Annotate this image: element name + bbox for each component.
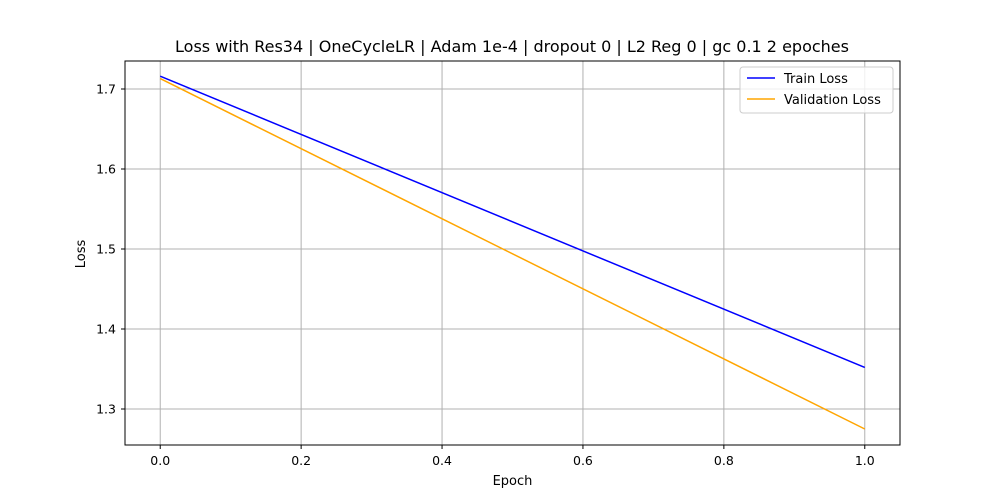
x-tick-label: 0.0 (150, 453, 170, 468)
y-tick-label: 1.7 (96, 82, 116, 97)
y-axis-label: Loss (74, 240, 89, 269)
series-line-train-loss (159, 75, 866, 369)
legend-label-validation-loss: Validation Loss (784, 93, 881, 108)
series-lines (159, 75, 866, 430)
x-tick-label: 0.6 (573, 453, 593, 468)
series-line-validation-loss (159, 77, 866, 430)
legend-box (739, 66, 894, 114)
y-tick-label: 1.3 (96, 402, 116, 417)
y-tick-label: 1.4 (96, 322, 116, 337)
plot-area (124, 60, 901, 446)
x-tick-label: 0.4 (432, 453, 452, 468)
x-tick-label: 0.2 (291, 453, 311, 468)
grid (125, 61, 900, 445)
y-tick-label: 1.5 (96, 242, 116, 257)
legend-label-train-loss: Train Loss (783, 72, 848, 87)
axis-ticks: 0.0 0.2 0.4 0.6 0.8 1.0 1.3 1.4 1.5 1.6 1.7 (96, 82, 875, 469)
x-tick-label: 1.0 (855, 453, 875, 468)
y-tick-label: 1.6 (96, 162, 116, 177)
x-axis-label: Epoch (493, 474, 533, 489)
chart-title: Loss with Res34 | OneCycleLR | Adam 1e-4… (175, 37, 849, 56)
x-tick-label: 0.8 (714, 453, 734, 468)
legend: Train Loss Validation Loss (739, 66, 894, 114)
